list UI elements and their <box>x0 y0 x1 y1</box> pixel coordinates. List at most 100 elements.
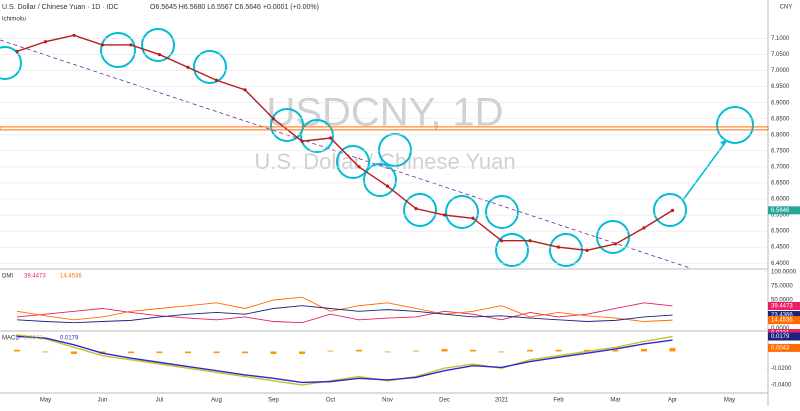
histogram-bar <box>441 348 448 352</box>
y-tick-label: 6.7000 <box>771 164 790 170</box>
histogram-bar <box>584 349 590 352</box>
histogram-bar <box>641 348 647 352</box>
macd-line <box>16 334 673 386</box>
price-marker <box>768 332 800 341</box>
price-marker <box>768 206 800 215</box>
y-tick-label: 6.8500 <box>771 116 790 122</box>
y-tick-label: 6.4000 <box>771 261 790 267</box>
histogram-bar <box>669 347 676 352</box>
legend-readout: 14.4536 <box>60 274 82 280</box>
price-point <box>670 208 675 212</box>
price-point <box>214 78 219 82</box>
price-point <box>243 88 247 92</box>
arrow-head <box>720 140 727 146</box>
price-marker-label: 14.4536 <box>771 318 793 324</box>
price-point <box>43 40 48 44</box>
price-marker-label: 0.0043 <box>771 345 790 351</box>
price-point <box>100 43 105 47</box>
price-point <box>72 33 76 37</box>
x-tick-label: Jul <box>156 398 164 404</box>
x-tick-label: Mar <box>610 398 620 404</box>
y-tick-label: 50.0000 <box>771 298 793 304</box>
price-point <box>357 165 361 169</box>
y-tick-label: 6.8000 <box>771 132 790 138</box>
y-tick-label: 6.9500 <box>771 84 790 90</box>
histogram-bar <box>71 351 77 355</box>
price-marker-label: 6.5646 <box>771 208 790 214</box>
x-tick-label: Nov <box>382 398 393 404</box>
x-tick-label: Feb <box>553 398 564 404</box>
x-tick-label: Jun <box>98 398 108 404</box>
indicator-line <box>16 302 673 324</box>
legend-readout: 39.4473 <box>24 274 46 280</box>
x-tick-label: Aug <box>211 398 222 404</box>
y-tick-label: 7.0000 <box>771 68 790 74</box>
y-tick-label: -0.0200 <box>771 366 792 372</box>
price-point <box>157 52 162 57</box>
y-tick-label: 6.5500 <box>771 213 790 219</box>
price-marker-label: 23.4366 <box>771 313 793 319</box>
histogram-bar <box>270 351 277 355</box>
trend-line <box>0 39 691 269</box>
price-marker-label: 0.0179 <box>771 334 790 340</box>
histogram-bar <box>242 351 248 354</box>
histogram-bar <box>470 349 476 352</box>
histogram-bar <box>384 351 391 353</box>
price-point <box>271 117 276 121</box>
price-marker <box>768 343 800 352</box>
y-tick-label: 6.6000 <box>771 197 790 203</box>
x-tick-label: May <box>40 398 51 404</box>
price-point <box>585 248 589 252</box>
symbol-title: U.S. Dollar / Chinese Yuan · 1D · IDC <box>2 4 119 11</box>
y-tick-label: 7.0500 <box>771 52 790 58</box>
histogram-bar <box>156 351 163 354</box>
price-point <box>414 207 418 211</box>
histogram-bar <box>14 349 20 352</box>
y-tick-label: 100.0000 <box>771 269 797 275</box>
currency-unit: CNY <box>780 5 793 11</box>
histogram-bar <box>128 351 134 354</box>
x-tick-label: Oct <box>326 398 336 404</box>
price-point <box>328 136 333 140</box>
y-tick-label: 7.1000 <box>771 36 790 42</box>
price-point <box>528 239 532 243</box>
macd-title: MACD <box>2 336 20 342</box>
x-tick-label: Dec <box>439 398 450 404</box>
dmi-title: DMI <box>2 274 13 280</box>
price-point <box>129 43 133 47</box>
projection-arrow <box>682 139 728 201</box>
histogram-bar <box>555 349 562 352</box>
histogram-bar <box>498 351 505 353</box>
price-marker <box>768 301 800 310</box>
indicator-line <box>16 296 673 322</box>
y-tick-label: 75.0000 <box>771 283 793 289</box>
indicator-label: Ichimoku <box>2 17 26 23</box>
y-tick-label: 6.4500 <box>771 245 790 251</box>
y-tick-label: 6.9000 <box>771 100 790 106</box>
price-marker <box>768 311 800 320</box>
price-point <box>15 49 19 53</box>
y-tick-label: 6.5000 <box>771 229 790 235</box>
indicator-line <box>16 305 673 324</box>
histogram-bar <box>327 350 334 352</box>
price-point <box>300 139 304 143</box>
y-tick-label: -0.0400 <box>771 383 792 389</box>
histogram-bar <box>299 351 305 355</box>
level-line <box>0 126 769 131</box>
histogram-bar <box>527 349 533 352</box>
price-line <box>16 34 673 252</box>
legend-readout: 0.0179 <box>60 336 79 342</box>
price-point <box>613 242 618 246</box>
histogram-bar <box>413 350 419 352</box>
histogram-bar <box>612 349 619 352</box>
legend-readout: 0.0043 <box>24 336 43 342</box>
y-tick-label: 6.7500 <box>771 148 790 154</box>
histogram-bar <box>185 351 191 354</box>
price-point <box>642 226 646 230</box>
price-point <box>186 65 190 70</box>
histogram-bar <box>213 351 220 354</box>
price-point <box>385 184 390 188</box>
histogram-bar <box>356 349 362 352</box>
